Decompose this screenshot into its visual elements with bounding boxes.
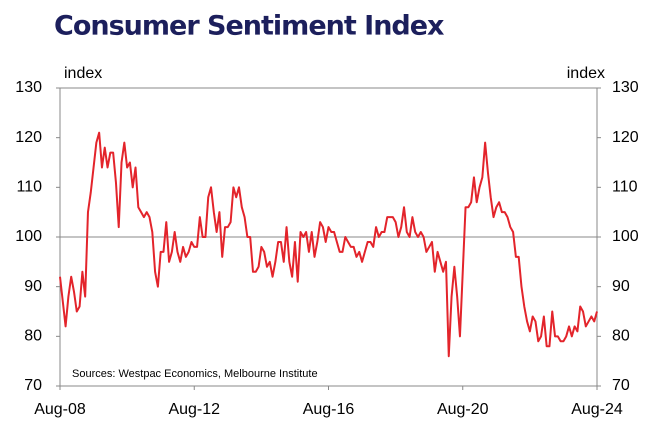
y-tick-label: 90 xyxy=(24,278,42,295)
chart-title: Consumer Sentiment Index xyxy=(54,11,444,42)
y-tick-label: 110 xyxy=(16,179,42,196)
y2-tick-label: 130 xyxy=(612,79,639,96)
y-tick-label: 120 xyxy=(15,129,42,146)
x-tick-label: Aug-20 xyxy=(437,401,489,418)
x-tick-label: Aug-16 xyxy=(303,401,355,418)
y2-tick-label: 120 xyxy=(612,129,639,146)
y2-tick-label: 100 xyxy=(612,228,639,245)
x-tick-label: Aug-12 xyxy=(168,401,220,418)
y2-axis-label: index xyxy=(567,65,605,82)
x-tick-label: Aug-08 xyxy=(34,401,86,418)
source-note: Sources: Westpac Economics, Melbourne In… xyxy=(72,368,318,380)
x-tick-label: Aug-24 xyxy=(571,401,623,418)
series-line xyxy=(59,131,598,358)
y-tick-label: 80 xyxy=(24,328,42,345)
y-axis-label: index xyxy=(64,65,102,82)
y2-tick-label: 70 xyxy=(612,377,630,394)
y-tick-label: 100 xyxy=(15,228,42,245)
y2-tick-label: 110 xyxy=(612,179,638,196)
y-tick-label: 70 xyxy=(24,377,42,394)
y2-tick-label: 90 xyxy=(612,278,630,295)
y-tick-label: 130 xyxy=(15,79,42,96)
y2-tick-label: 80 xyxy=(612,328,630,345)
